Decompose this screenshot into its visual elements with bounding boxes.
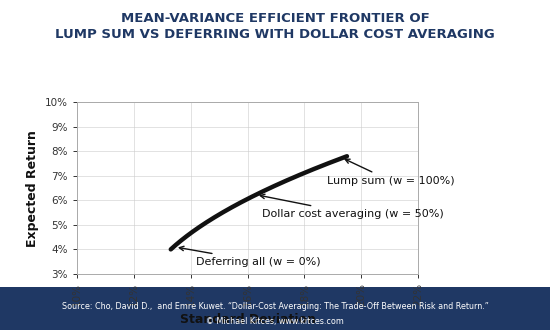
Text: Dollar cost averaging (w = 50%): Dollar cost averaging (w = 50%): [260, 194, 443, 219]
Text: © Michael Kitces, www.kitces.com: © Michael Kitces, www.kitces.com: [206, 317, 344, 326]
Text: Deferring all (w = 0%): Deferring all (w = 0%): [179, 246, 321, 267]
X-axis label: Standard Deviation: Standard Deviation: [179, 313, 316, 326]
Text: Source: Cho, David D.,  and Emre Kuwet. “Dollar-Cost Averaging: The Trade-Off Be: Source: Cho, David D., and Emre Kuwet. “…: [62, 302, 488, 311]
Text: LUMP SUM VS DEFERRING WITH DOLLAR COST AVERAGING: LUMP SUM VS DEFERRING WITH DOLLAR COST A…: [55, 28, 495, 41]
Text: Lump sum (w = 100%): Lump sum (w = 100%): [327, 159, 455, 186]
Y-axis label: Expected Return: Expected Return: [26, 130, 40, 247]
Text: MEAN-VARIANCE EFFICIENT FRONTIER OF: MEAN-VARIANCE EFFICIENT FRONTIER OF: [120, 12, 430, 24]
